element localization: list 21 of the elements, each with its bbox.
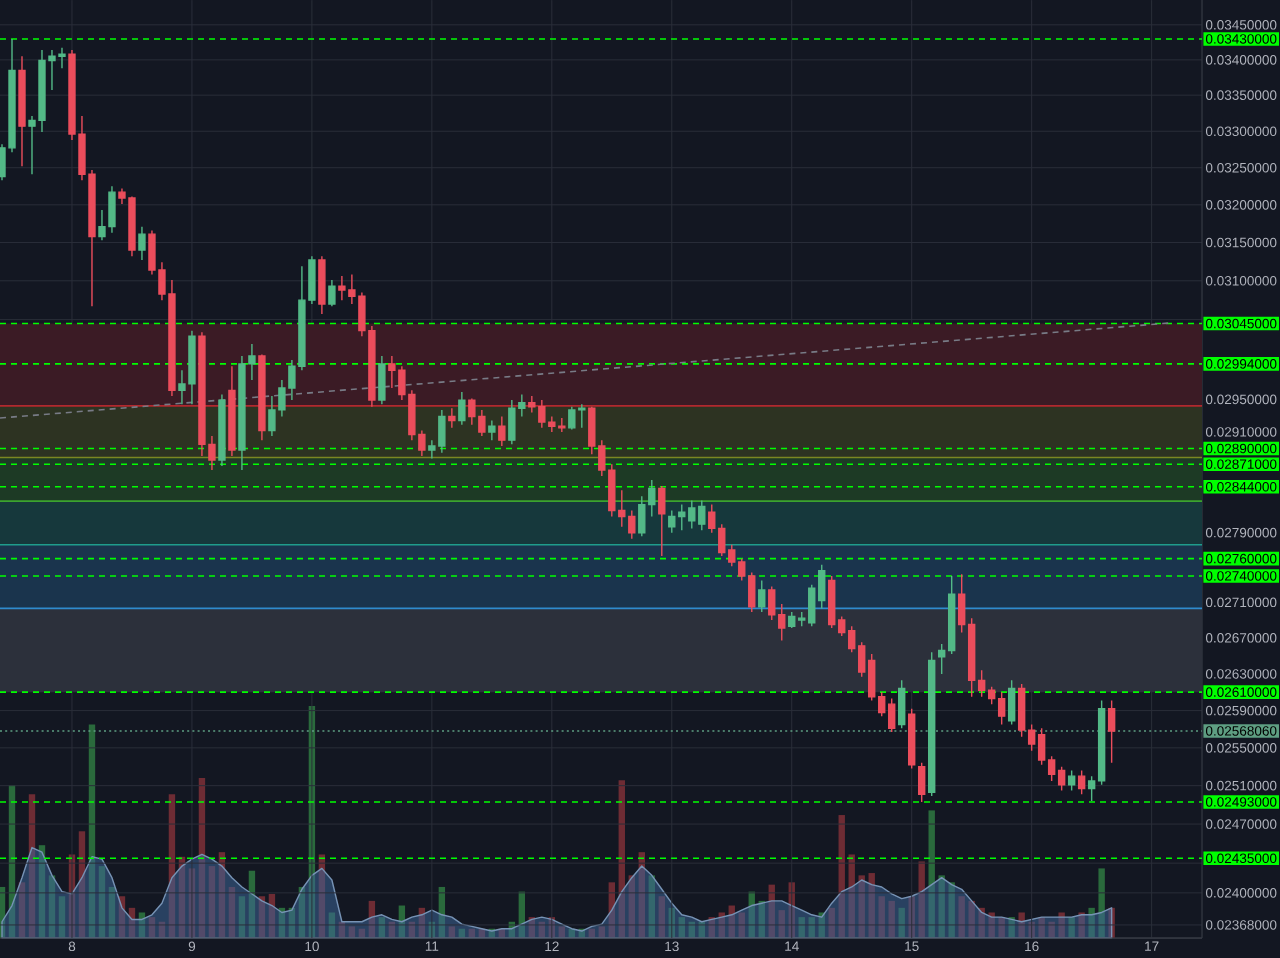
candlestick — [448, 407, 456, 429]
candlestick — [318, 255, 326, 315]
candlestick — [1107, 699, 1116, 764]
candlestick — [458, 391, 466, 426]
candlestick — [138, 225, 146, 261]
candlestick — [378, 355, 386, 405]
bar — [1008, 917, 1015, 938]
candlestick — [258, 353, 266, 441]
bar — [1108, 907, 1115, 938]
candlestick — [658, 485, 666, 557]
candlestick — [1077, 769, 1086, 795]
candlestick — [18, 55, 26, 167]
candlestick — [488, 419, 496, 441]
candlestick — [218, 393, 226, 467]
candlestick — [328, 279, 336, 307]
bar — [1068, 917, 1075, 938]
candlestick — [228, 365, 236, 457]
candlestick — [1067, 769, 1076, 792]
candlestick — [758, 579, 766, 613]
bar — [1078, 912, 1085, 938]
candlestick — [498, 415, 506, 447]
